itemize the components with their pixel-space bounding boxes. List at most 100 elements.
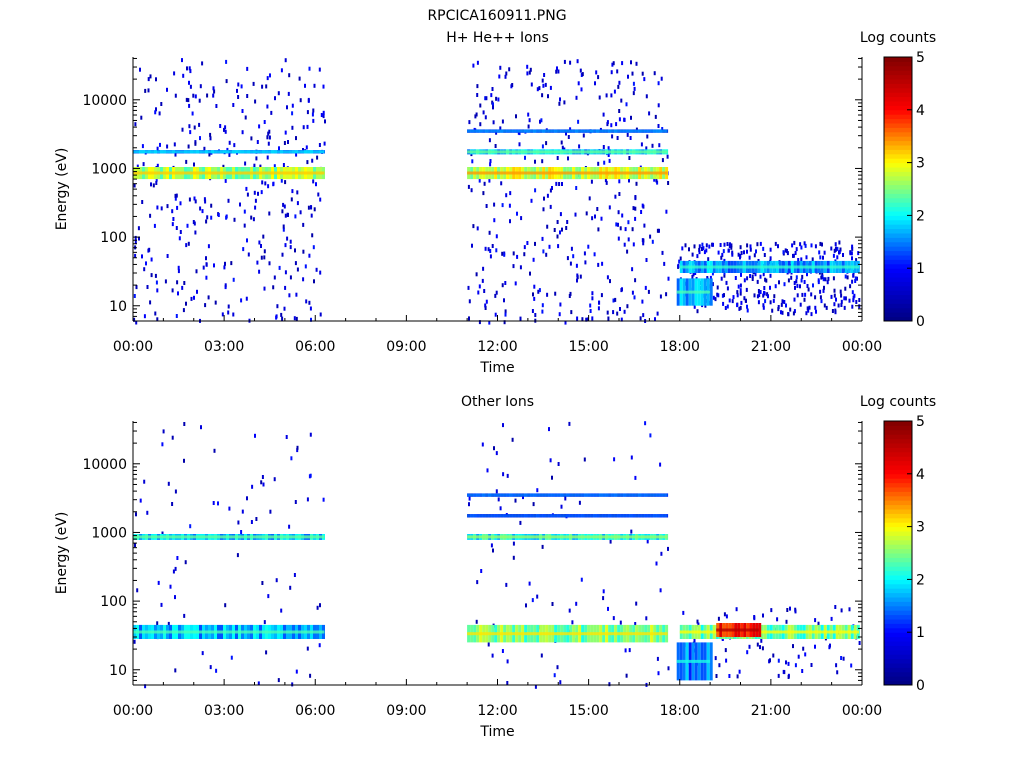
speckle-cell [306,124,309,129]
colorbar-cell [884,184,912,190]
speckle-cell [769,285,771,290]
speckle-cell [588,196,591,201]
speckle-cell [836,255,839,260]
speckle-cell [266,135,269,140]
colorbar-frame [883,56,913,322]
band-core [133,630,325,634]
speckle-cell [499,65,502,70]
speckle-cell [744,298,747,303]
speckle-cell [268,129,271,134]
speckle-cell [509,191,512,196]
speckle-cell [185,301,187,306]
speckle-cell [618,80,621,85]
speckle-cell [277,678,280,683]
speckle-cell [236,553,239,558]
speckle-cell [849,251,852,256]
speckle-cell [188,80,190,85]
panels: H+ He++ Ions 00:00 03:00 06:00 09:00 12:00 15:… [54,30,936,740]
colorbar-cell [884,189,912,194]
speckle-cell [603,160,606,165]
speckle-cell [541,144,544,149]
speckle-cell [794,251,797,255]
speckle-cell [630,529,633,534]
speckle-cell [498,74,501,79]
speckle-cell [772,653,775,658]
colorbar-cell [884,162,912,168]
speckle-cell [759,274,762,279]
speckle-cell [583,457,586,462]
speckle-cell [296,445,299,450]
colorbar-cell [884,87,912,93]
speckle-cell [783,282,786,287]
speckle-cell [245,186,248,191]
speckle-cell [539,119,541,124]
speckle-cell [826,280,829,285]
band-core [133,535,325,539]
speckle-cell [651,239,654,244]
colorbar-cell [884,131,912,137]
speckle-cell [213,448,216,453]
speckle-cell [757,300,760,305]
speckle-cell [276,304,279,309]
speckle-cell [316,155,319,160]
speckle-cell [595,70,598,75]
speckle-cell [624,648,627,653]
speckle-cell [185,97,188,102]
speckle-cell [133,639,136,644]
speckle-cell [478,320,481,325]
speckle-cell [156,317,159,322]
speckle-cell [482,110,485,115]
speckle-cell [774,284,777,289]
speckle-cell [587,244,590,249]
speckle-cell [645,146,648,151]
speckle-cell [601,261,604,266]
speckle-cell [661,250,664,255]
speckle-cell [176,205,179,210]
colorbar-cell [884,504,912,510]
speckle-cell [514,498,517,503]
speckle-cell [209,136,212,141]
speckle-cell [840,656,843,660]
speckle-cell [258,269,261,274]
speckle-cell [147,77,150,82]
speckle-cell [806,284,809,288]
speckle-cell [518,142,521,147]
speckle-cell [634,475,637,480]
colorbar-cell [884,250,912,256]
speckle-cell [492,548,494,553]
speckle-cell [769,247,772,252]
band-core [133,171,325,175]
speckle-cell [532,257,535,262]
speckle-cell [748,255,751,260]
speckle-cell [481,442,484,447]
speckle-cell [824,277,827,282]
speckle-cell [725,280,728,285]
speckle-cell [188,197,191,202]
speckle-cell [515,114,517,119]
speckle-cell [488,230,491,235]
speckle-cell [722,249,725,254]
speckle-cell [794,285,796,290]
speckle-cell [649,433,652,438]
speckle-cell [612,61,615,66]
speckle-cell [814,305,817,310]
y-axis-label: Energy (eV) [54,512,70,595]
speckle-cell [555,181,558,186]
speckle-cell [530,198,533,203]
speckle-cell [293,573,296,577]
colorbar-cell [884,74,912,80]
spectrogram-data [133,421,861,689]
speckle-cell [606,275,609,280]
speckle-cell [736,303,739,308]
speckle-cell [848,607,851,612]
speckle-cell [277,91,280,96]
speckle-cell [508,203,511,208]
speckle-cell [679,256,682,261]
speckle-cell [726,242,729,246]
speckle-cell [631,227,634,232]
speckle-cell [696,619,699,624]
colorbar-tick-label: 4 [916,103,925,119]
speckle-cell [476,93,479,97]
speckle-cell [243,209,246,214]
colorbar-cell [884,447,912,453]
